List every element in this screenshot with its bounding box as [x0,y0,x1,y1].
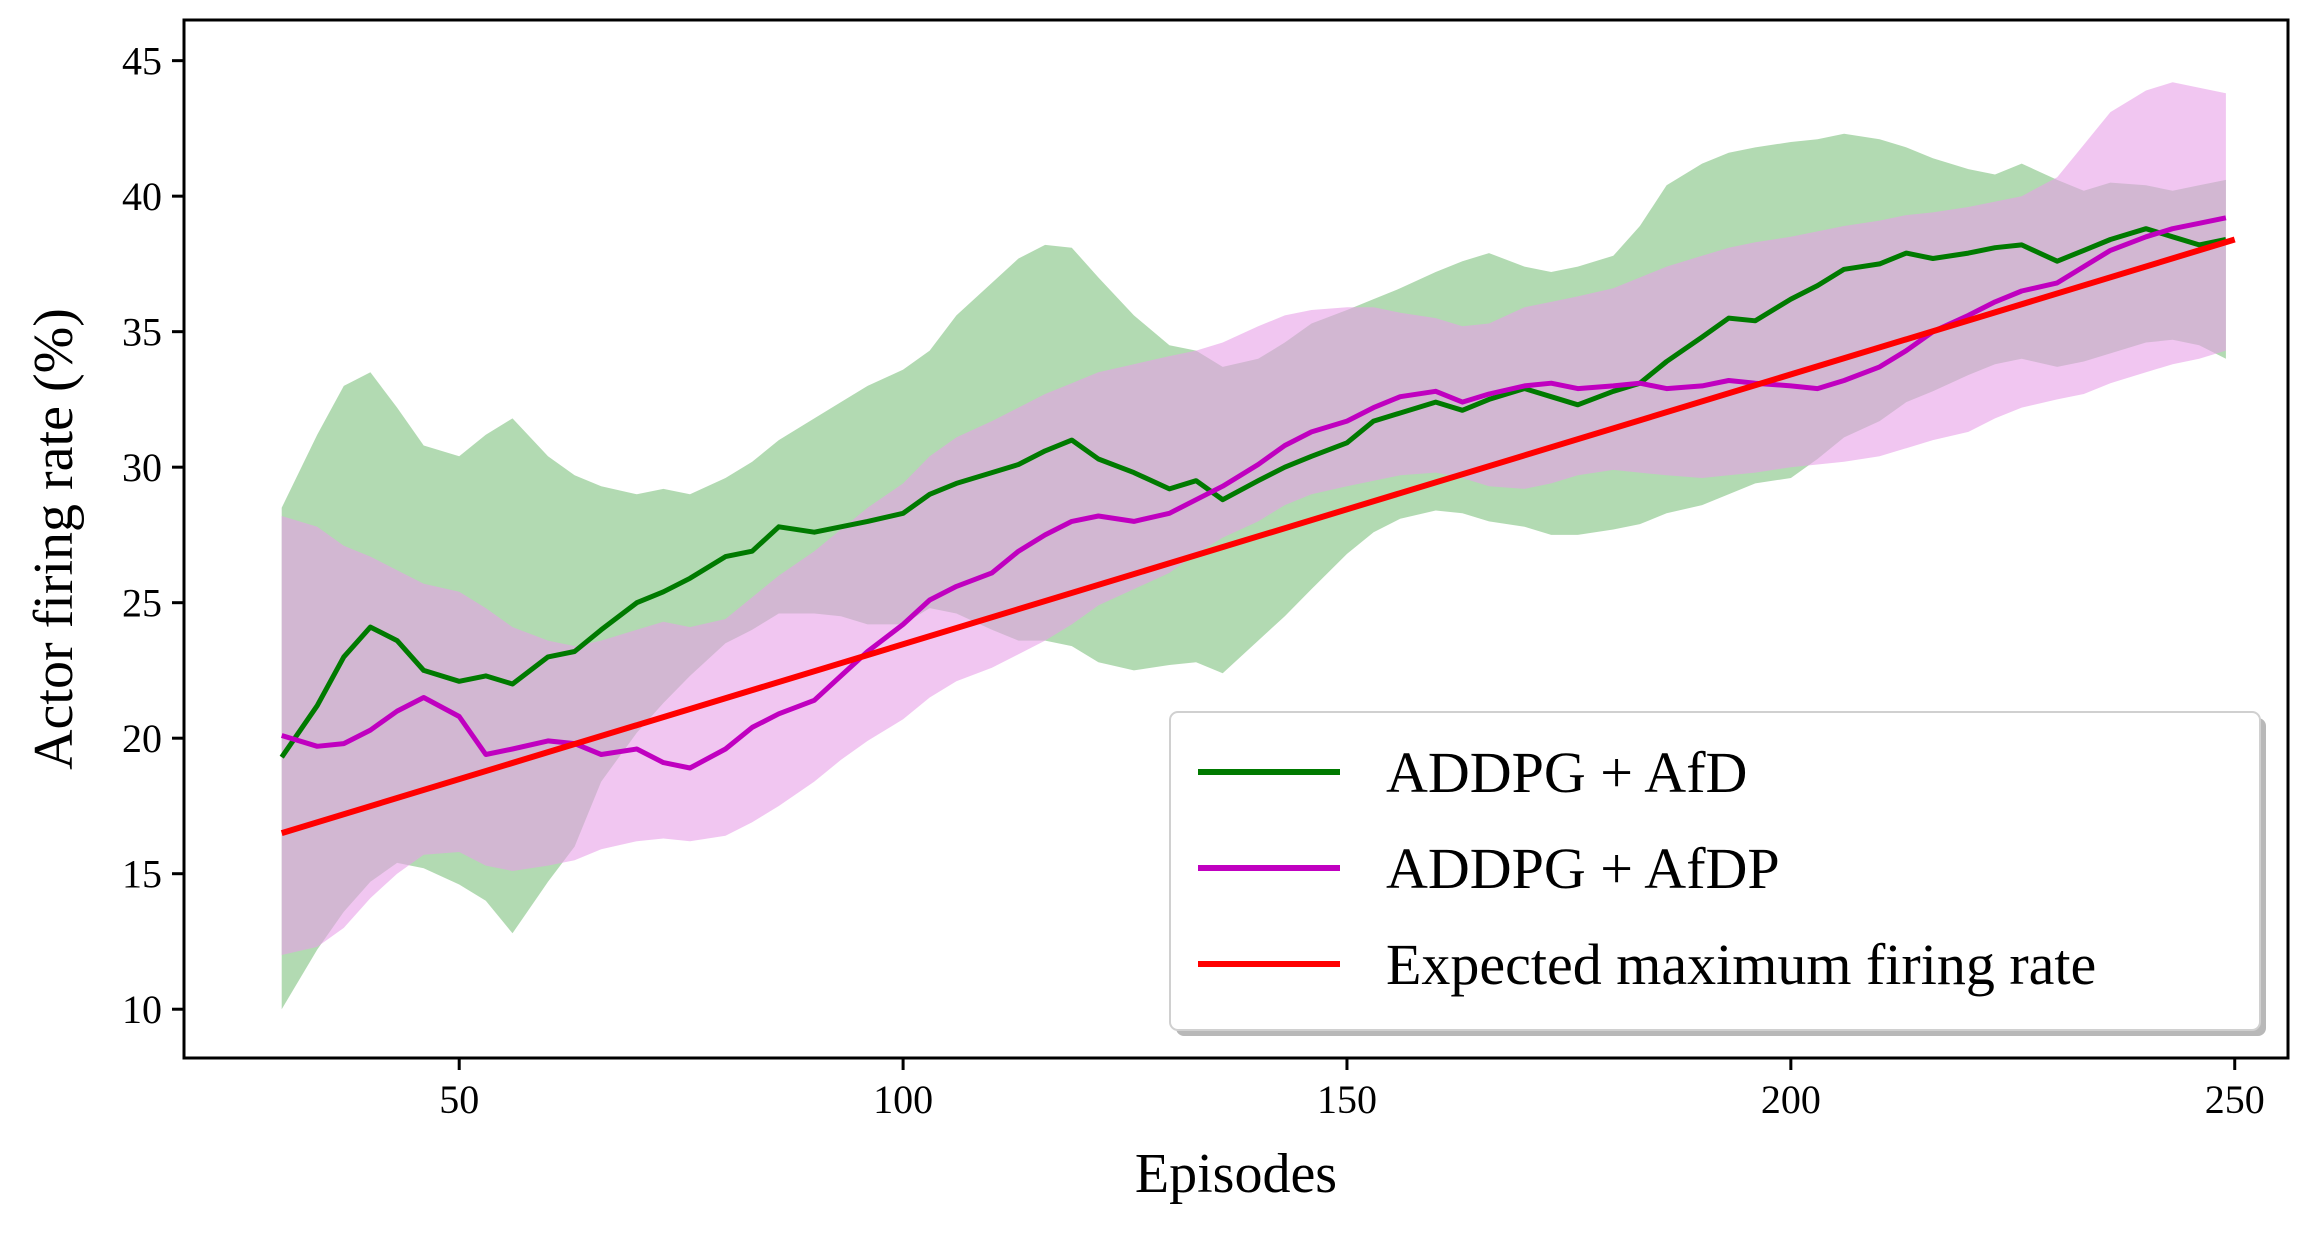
confidence-bands [281,82,2226,1010]
legend-box [1169,711,2261,1031]
y-axis-ticks: 10 15 20 25 30 35 40 45 [122,39,184,1032]
x-axis-label: Episodes [1135,1143,1337,1205]
y-tick-label: 40 [122,174,162,219]
x-tick-label: 100 [873,1077,933,1122]
y-tick-label: 45 [122,39,162,84]
x-tick-label: 250 [2205,1077,2265,1122]
y-tick-label: 35 [122,310,162,355]
x-tick-label: 50 [439,1077,479,1122]
addpg-afdp-line [280,215,2227,771]
legend-label: ADDPG + AfD [1386,740,1747,805]
legend: ADDPG + AfD ADDPG + AfDP Expected maximum … [1169,711,2266,1036]
legend-label: Expected maximum firing rate [1386,932,2096,997]
y-tick-label: 30 [122,445,162,490]
plot-frame [182,18,2290,1060]
addpg-afd-line [279,226,2227,759]
legend-label: ADDPG + AfDP [1386,836,1780,901]
y-tick-label: 20 [122,716,162,761]
x-tick-label: 200 [1761,1077,1821,1122]
addpg-afdp-band [281,82,2226,956]
y-axis-label: Actor firing rate (%) [23,308,85,770]
x-axis-ticks: 50 100 150 200 250 [439,1058,2265,1122]
y-tick-label: 15 [122,852,162,897]
series-lines [279,215,2236,836]
y-tick-label: 10 [122,987,162,1032]
x-tick-label: 150 [1317,1077,1377,1122]
y-tick-label: 25 [122,581,162,626]
expected-maximum-firing-rate-line [280,236,2236,836]
